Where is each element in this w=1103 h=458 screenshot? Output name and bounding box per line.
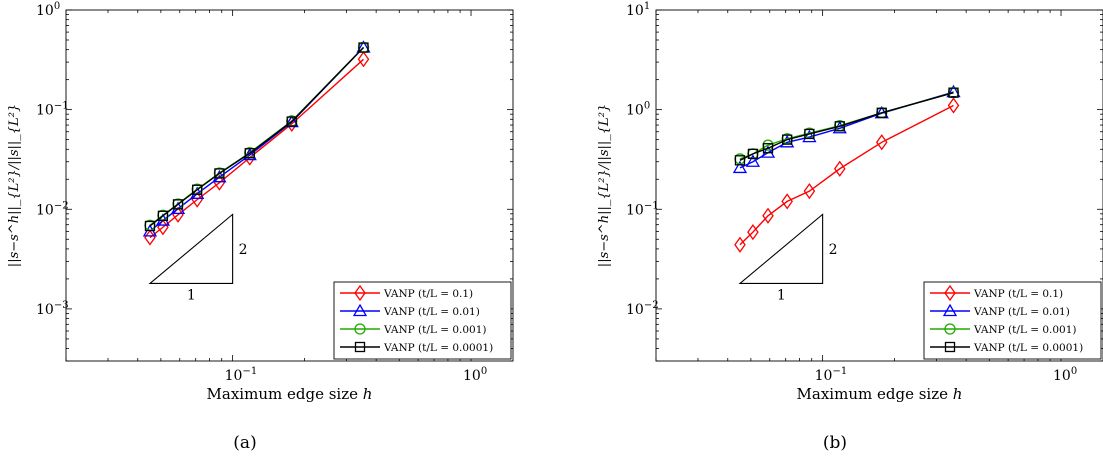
x-tick-label: 100	[463, 366, 487, 384]
data-point-diamond	[357, 51, 370, 68]
data-point-diamond	[747, 223, 759, 241]
x-tick-label: 100	[1053, 366, 1077, 384]
panel-caption: (a)	[233, 433, 256, 453]
y-tick-label: 10−1	[626, 200, 659, 218]
legend-marker-diamond	[354, 284, 366, 302]
legend-marker-square	[354, 341, 366, 353]
chart-panel-a: 10−1 100 10−3 10−2 10−1 100 Maximum edge size …	[7, 1, 514, 453]
data-point-diamond	[734, 236, 746, 253]
series-4	[734, 87, 959, 166]
series-2	[142, 40, 371, 237]
legend-entry: VANP (t/L = 0.001)	[973, 324, 1077, 336]
data-point-square	[214, 168, 225, 179]
data-point-square	[244, 148, 255, 159]
data-point-square	[876, 107, 887, 118]
data-point-triangle	[745, 154, 761, 167]
series-3	[144, 41, 370, 231]
y-tick-label: 10−1	[36, 101, 69, 119]
panel-caption: (b)	[823, 433, 847, 453]
y-tick-label: 10−3	[36, 300, 69, 318]
legend-marker-triangle	[942, 303, 958, 317]
legend-marker-diamond	[944, 284, 956, 302]
y-tick-label: 101	[626, 1, 650, 19]
slope-run-label: 1	[187, 287, 196, 303]
x-tick-label: 10−1	[815, 366, 848, 384]
data-point-diamond	[781, 193, 793, 210]
y-axis-label: ||s−s^h||_{L²}/||s||_{L²}	[597, 104, 612, 267]
slope-rise-label: 2	[829, 242, 838, 258]
data-point-diamond	[762, 207, 774, 224]
data-point-triangle	[760, 145, 776, 158]
data-point-square	[948, 87, 959, 98]
axes-box	[65, 9, 514, 362]
legend-entry: VANP (t/L = 0.0001)	[383, 342, 493, 354]
series-1	[734, 97, 960, 253]
legend-entry: VANP (t/L = 0.01)	[383, 306, 480, 318]
data-point-square	[144, 220, 156, 232]
data-point-diamond	[803, 183, 816, 200]
data-point-diamond	[833, 160, 846, 177]
y-tick-label: 100	[626, 101, 650, 119]
legend-marker-triangle	[352, 303, 368, 317]
data-point-diamond	[875, 134, 888, 151]
slope-triangle	[738, 213, 824, 285]
y-tick-label: 100	[36, 1, 60, 19]
legend: VANP (t/L = 0.1) VANP (t/L = 0.01) VANP (t…	[923, 281, 1102, 360]
data-point-square	[734, 155, 746, 166]
chart-panel-b: 10−1 100 10−2 10−1 100 101 Maximum edge size h…	[597, 1, 1103, 453]
data-point-square	[157, 210, 169, 221]
series-line	[149, 47, 365, 227]
data-point-square	[834, 121, 845, 132]
data-point-square	[192, 184, 203, 195]
series-line	[739, 91, 954, 161]
legend-entry: VANP (t/L = 0.1)	[973, 288, 1063, 300]
legend-entry: VANP (t/L = 0.0001)	[973, 342, 1083, 354]
y-tick-label: 10−2	[626, 300, 659, 318]
data-point-triangle	[732, 160, 748, 174]
legend-entry: VANP (t/L = 0.01)	[973, 306, 1070, 318]
data-point-square	[286, 116, 297, 127]
legend: VANP (t/L = 0.1) VANP (t/L = 0.01) VANP (t…	[333, 281, 512, 360]
slope-run-label: 1	[777, 287, 786, 303]
data-point-square	[782, 134, 793, 145]
series-2	[732, 84, 961, 174]
legend-marker-circle	[354, 323, 366, 335]
x-axis-label: Maximum edge size h	[207, 385, 373, 403]
data-point-square	[762, 143, 774, 154]
legend-marker-square	[944, 341, 956, 353]
axes-box	[655, 9, 1103, 362]
slope-rise-label: 2	[239, 242, 248, 258]
x-axis-label: Maximum edge size h	[797, 385, 963, 403]
legend-entry: VANP (t/L = 0.001)	[383, 324, 487, 336]
legend-marker-circle	[944, 323, 956, 335]
data-point-diamond	[172, 206, 184, 223]
slope-triangle	[148, 213, 234, 285]
data-point-square	[172, 199, 184, 210]
series-line	[149, 47, 365, 226]
x-tick-label: 10−1	[225, 366, 258, 384]
series-4	[144, 42, 369, 232]
legend-entry: VANP (t/L = 0.1)	[383, 288, 473, 300]
data-point-diamond	[947, 97, 960, 114]
data-point-square	[358, 42, 369, 53]
y-tick-label: 10−2	[36, 200, 69, 218]
data-point-square	[804, 128, 815, 140]
y-axis-label: ||s−s^h||_{L²}/||s||_{L²}	[7, 104, 22, 267]
data-point-square	[747, 148, 759, 159]
